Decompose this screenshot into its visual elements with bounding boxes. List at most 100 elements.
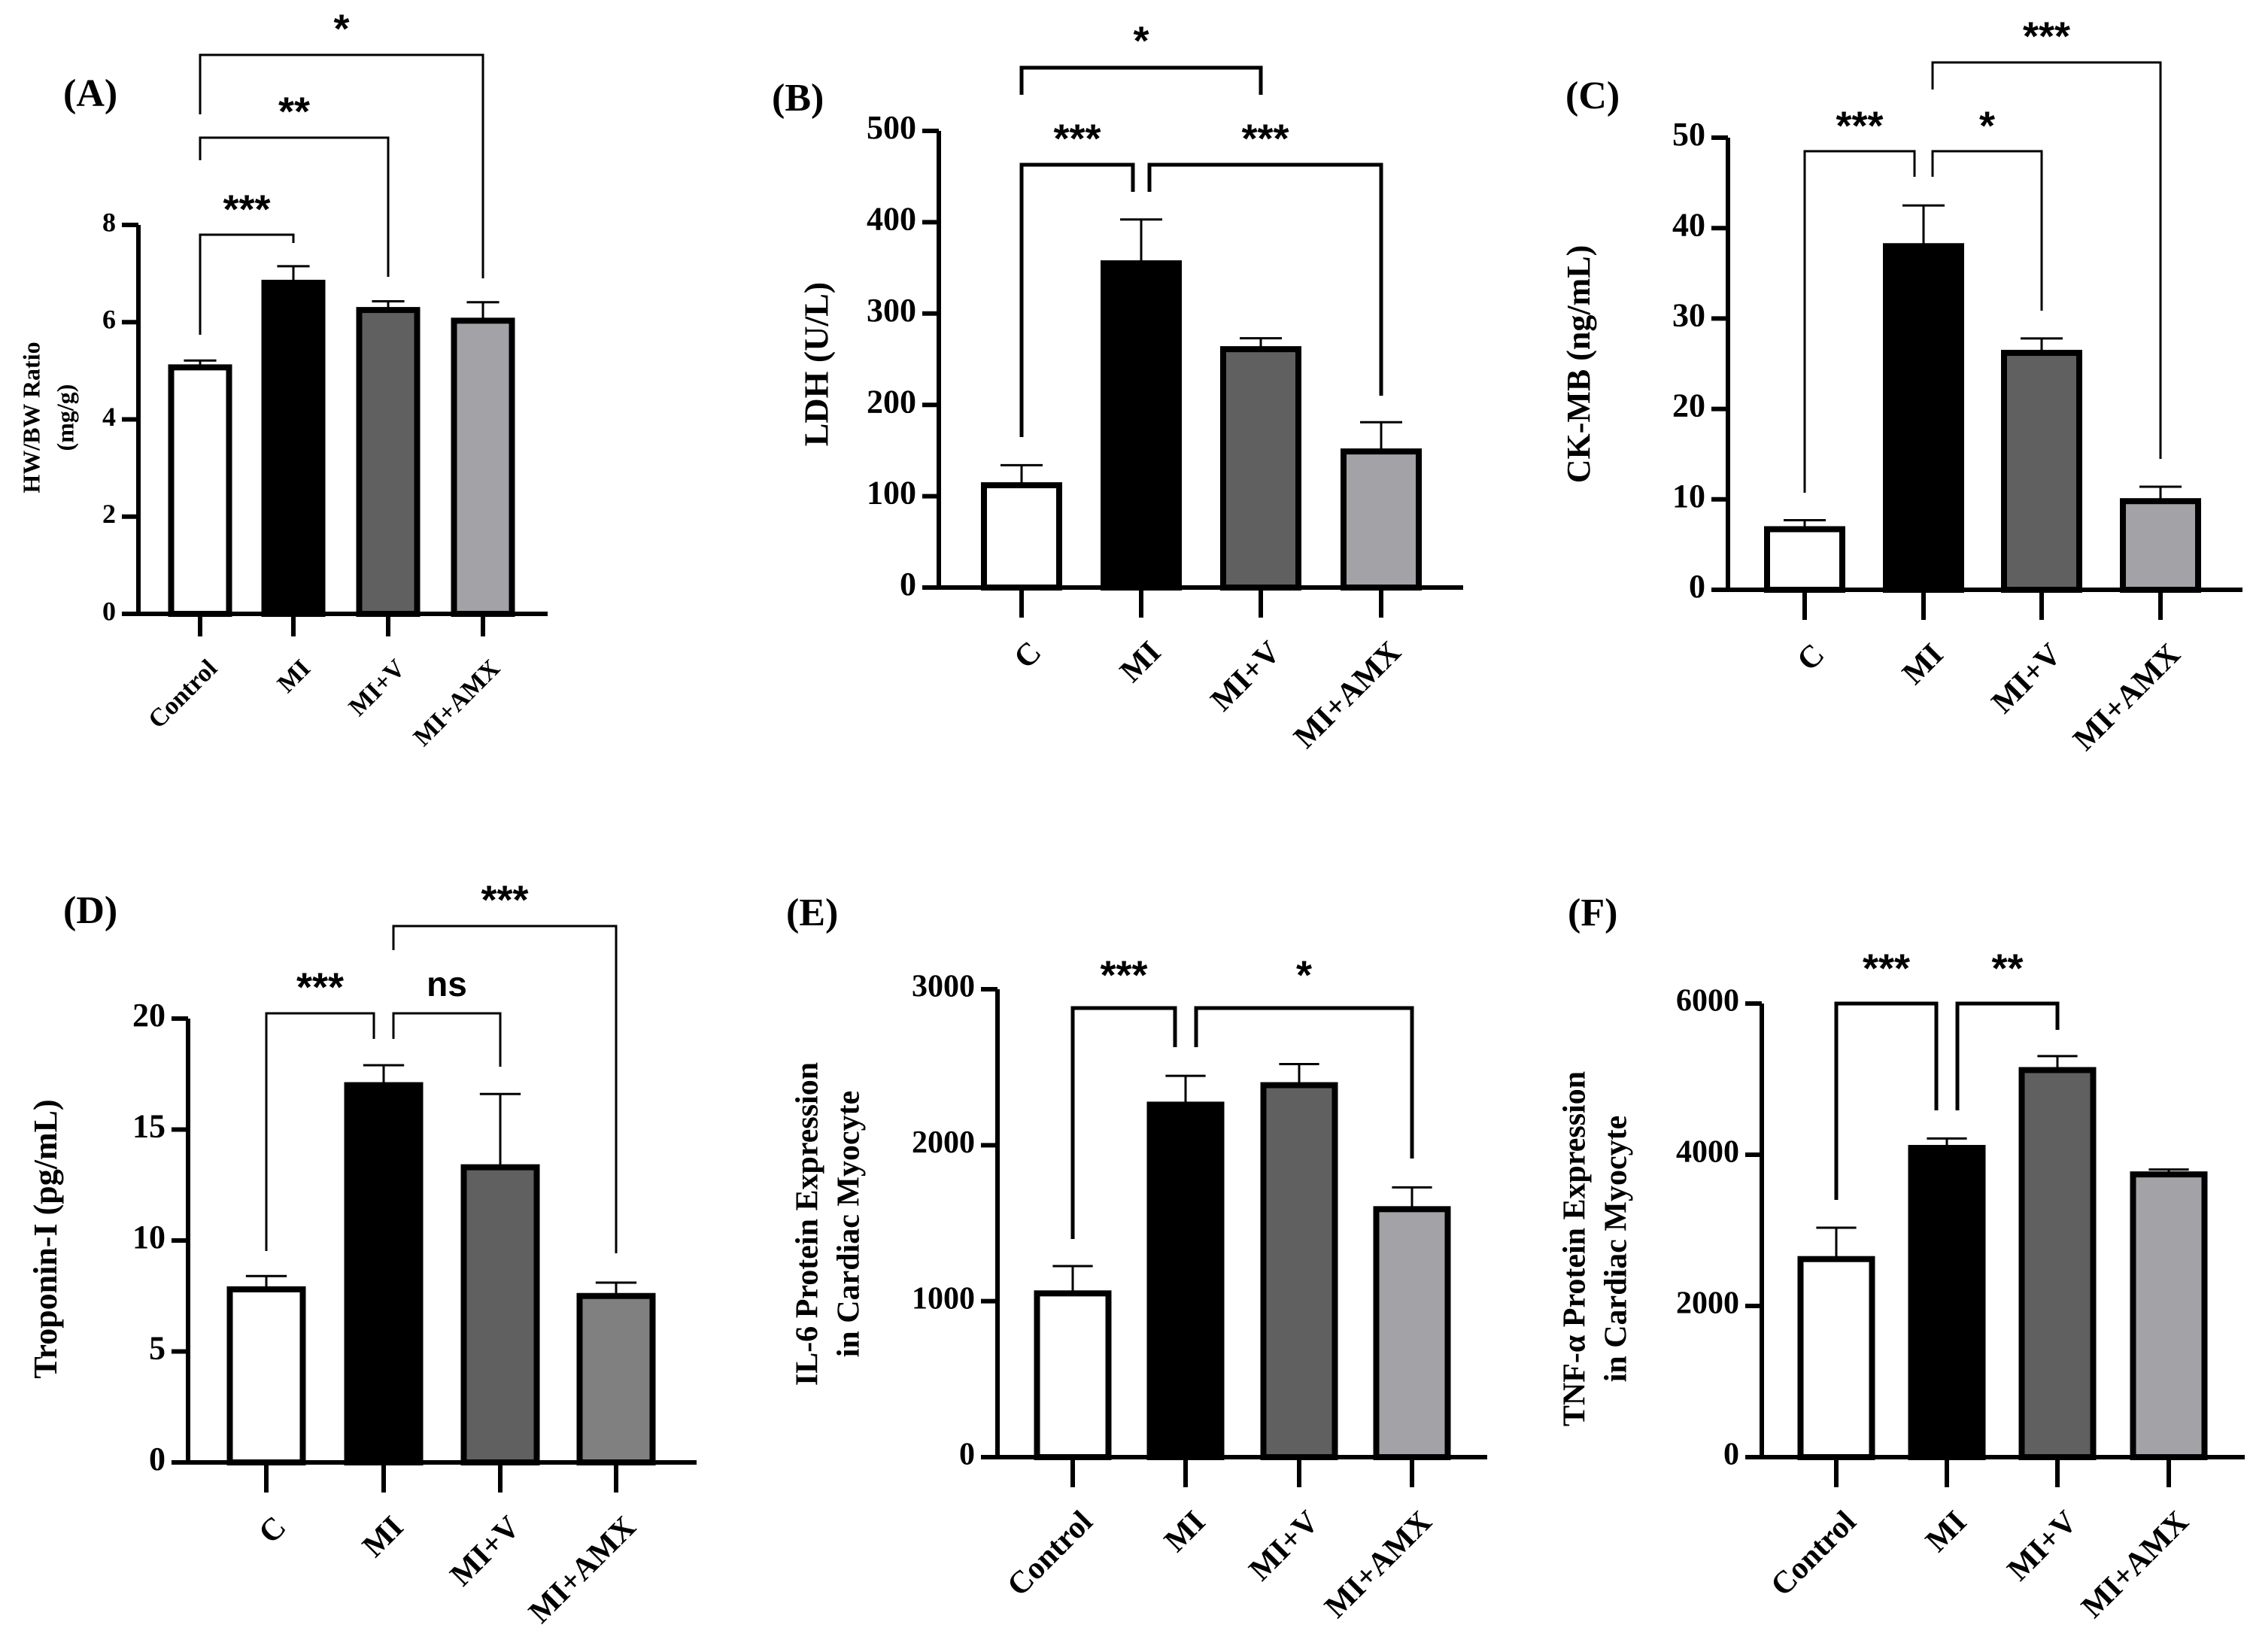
bar-mi-v xyxy=(356,307,421,617)
y-tick-label: 6000 xyxy=(1676,984,1739,1019)
x-tick-label: MI+V xyxy=(1204,635,1287,718)
y-tick-label: 500 xyxy=(867,109,916,146)
x-tick-label: MI xyxy=(1113,635,1168,689)
y-axis-title: in Cardiac Myocyte xyxy=(1599,1116,1634,1383)
significance-label: *** xyxy=(2023,14,2070,59)
y-tick-label: 0 xyxy=(102,596,116,626)
x-tick-label: MI+AMX xyxy=(1318,1505,1438,1625)
y-axis-title: TNF-α Protein Expression xyxy=(1558,1071,1593,1426)
y-tick-label: 15 xyxy=(132,1108,165,1145)
bar-control xyxy=(1797,1256,1875,1460)
x-tick-label: MI xyxy=(1919,1505,1973,1559)
x-tick-label: MI+V xyxy=(344,654,411,722)
panel-d: (D) Troponin-I (pg/mL) 0 5 10 15 20 C MI MI+VMI+A… xyxy=(27,877,697,1630)
bar-mi xyxy=(1908,1144,1986,1460)
significance-bracket xyxy=(1931,150,2043,311)
x-tick-label: MI+V xyxy=(2001,1505,2084,1587)
y-tick-label: 0 xyxy=(1723,1438,1739,1472)
y-tick-label: 2000 xyxy=(1676,1286,1739,1321)
y-tick-label: 3000 xyxy=(912,970,975,1004)
y-tick-label: 6 xyxy=(102,305,116,335)
x-tick-label: MI+AMX xyxy=(2075,1505,2195,1625)
bar-mi xyxy=(1883,243,1964,593)
y-tick-label: 20 xyxy=(1672,387,1705,424)
bar-mi-v xyxy=(2018,1067,2097,1460)
y-tick-label: 0 xyxy=(959,1438,975,1472)
bar-mi-amx xyxy=(2130,1171,2208,1460)
significance-bracket xyxy=(1070,1006,1177,1239)
significance-label: *** xyxy=(1863,946,1910,991)
significance-label: *** xyxy=(1241,116,1289,161)
significance-label: * xyxy=(1296,952,1312,998)
bar-mi xyxy=(1101,260,1182,591)
bar-c xyxy=(1764,526,1845,593)
x-tick-label: MI xyxy=(356,1510,410,1564)
panel-label: (A) xyxy=(63,72,117,115)
significance-bracket xyxy=(392,1012,502,1067)
bar-mi-v xyxy=(460,1164,540,1466)
bar-mi-v xyxy=(1220,346,1301,591)
panel-f: (F) TNF-α Protein Expression in Cardiac My… xyxy=(1558,891,2245,1625)
panel-label: (F) xyxy=(1568,891,1617,934)
y-axis-title: (mg/g) xyxy=(51,384,78,451)
y-tick-label: 30 xyxy=(1672,296,1705,333)
x-tick-label: C xyxy=(1007,635,1048,676)
significance-label: *** xyxy=(1836,103,1883,148)
y-tick-label: 0 xyxy=(1689,568,1705,605)
panel-e: (E) IL-6 Protein Expression in Cardiac Myo… xyxy=(786,891,1487,1625)
y-axis-title: IL-6 Protein Expression xyxy=(791,1062,825,1386)
panel-b: (B) LDH (U/L) 0 100 200 300 400 500 C MI MI+V MI+AM… xyxy=(772,18,1463,755)
y-tick-label: 400 xyxy=(867,200,916,237)
bar-control xyxy=(168,364,232,617)
bar-mi xyxy=(261,279,326,617)
panel-a: (A) HW/BW Ratio (mg/g) 0 2 4 6 8 Control MI MI+VMI… xyxy=(17,6,548,752)
y-tick-label: 0 xyxy=(149,1441,165,1477)
x-tick-label: MI+V xyxy=(444,1510,527,1593)
y-tick-label: 100 xyxy=(867,475,916,512)
y-tick-label: 5 xyxy=(149,1330,165,1367)
y-tick-label: 20 xyxy=(132,997,165,1034)
x-tick-label: MI xyxy=(1896,637,1950,691)
y-tick-label: 10 xyxy=(132,1219,165,1256)
y-tick-label: 4 xyxy=(102,402,116,432)
significance-bracket xyxy=(1803,150,1916,493)
y-tick-label: 300 xyxy=(867,292,916,329)
y-tick-label: 50 xyxy=(1672,116,1705,153)
significance-bracket xyxy=(199,233,295,335)
y-axis-title: LDH (U/L) xyxy=(797,282,836,447)
bar-c xyxy=(981,482,1062,591)
x-tick-label: MI+AMX xyxy=(2066,637,2187,758)
y-tick-label: 10 xyxy=(1672,478,1705,515)
y-axis-title: in Cardiac Myocyte xyxy=(832,1091,867,1358)
y-tick-label: 0 xyxy=(900,566,916,603)
bar-mi xyxy=(344,1082,424,1465)
panel-label: (C) xyxy=(1565,74,1620,117)
panel-c: (C) CK-MB (ng/mL) 0 10 20 30 40 50 C MI MI+VMI+AMX… xyxy=(1560,14,2242,758)
significance-label: ** xyxy=(1991,946,2023,991)
significance-bracket xyxy=(1955,1001,2060,1110)
x-tick-label: MI+AMX xyxy=(1287,635,1407,755)
x-tick-label: C xyxy=(252,1510,293,1550)
significance-label: * xyxy=(1133,18,1149,63)
significance-bracket xyxy=(1834,1001,1939,1200)
x-tick-label: MI xyxy=(272,654,316,698)
x-tick-label: MI+V xyxy=(1985,637,2068,720)
x-tick-label: C xyxy=(1790,637,1831,678)
y-tick-label: 1000 xyxy=(912,1281,975,1316)
bar-mi-amx xyxy=(2120,498,2201,593)
significance-label: *** xyxy=(1100,952,1147,998)
significance-bracket xyxy=(1019,65,1263,95)
bar-mi-v xyxy=(2001,350,2082,593)
significance-bracket xyxy=(1019,162,1135,437)
significance-label: *** xyxy=(296,964,344,1010)
y-tick-label: 40 xyxy=(1672,206,1705,243)
significance-bracket xyxy=(199,53,484,278)
y-tick-label: 200 xyxy=(867,383,916,420)
significance-label: ns xyxy=(427,964,467,1004)
significance-bracket xyxy=(1931,61,2162,459)
bar-mi-amx xyxy=(451,317,515,617)
y-tick-label: 4000 xyxy=(1676,1135,1739,1170)
significance-label: * xyxy=(333,6,349,51)
y-axis-title: CK-MB (ng/mL) xyxy=(1560,245,1597,484)
bar-mi-v xyxy=(1260,1082,1338,1460)
